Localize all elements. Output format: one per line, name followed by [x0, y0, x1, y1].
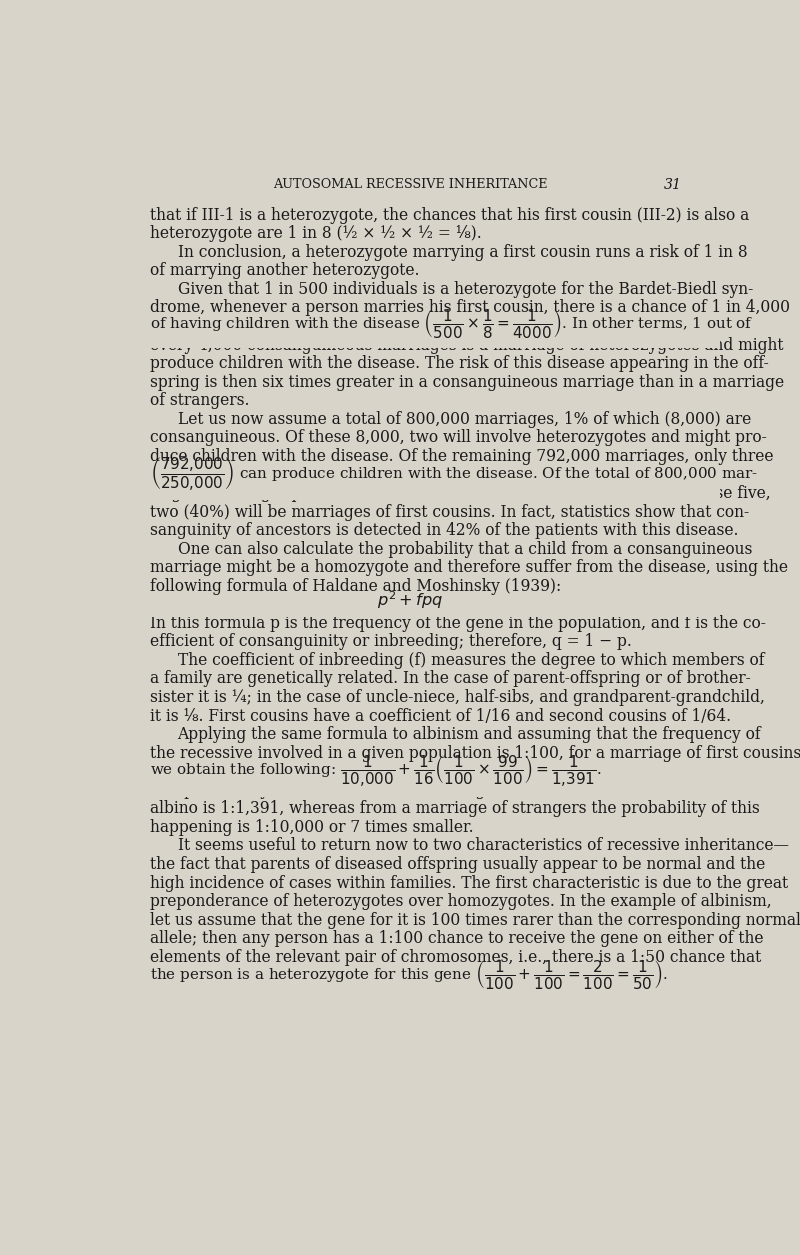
Text: The probability that a child from a marriage of first cousins will be an: The probability that a child from a marr… [150, 782, 694, 799]
Bar [100, 318, 720, 348]
Text: 31: 31 [664, 178, 682, 192]
Text: the recessive involved in a given population is 1:100, for a marriage of first c: the recessive involved in a given popula… [150, 744, 800, 762]
Text: $p^{2} + fpq$: $p^{2} + fpq$ [377, 589, 443, 611]
Text: following formula of Haldane and Moshinsky (1939):: following formula of Haldane and Moshins… [150, 577, 561, 595]
Text: the person is a heterozygote for this gene $\left(\dfrac{1}{100} + \dfrac{1}{100: the person is a heterozygote for this ge… [150, 959, 667, 991]
Text: elements of the relevant pair of chromosomes, i.e., there is a 1:50 chance that: elements of the relevant pair of chromos… [150, 949, 761, 966]
Text: drome, whenever a person marries his first cousin, there is a chance of 1 in 4,0: drome, whenever a person marries his fir… [150, 300, 790, 316]
Text: In this formula p is the frequency of the gene in the population, and f is the c: In this formula p is the frequency of th… [150, 615, 766, 631]
Text: heterozygote are 1 in 8 (½ × ½ × ½ = ⅛).: heterozygote are 1 in 8 (½ × ½ × ½ = ⅛). [150, 225, 482, 242]
Text: of marrying another heterozygote.: of marrying another heterozygote. [150, 262, 419, 280]
Text: riages, five might produce children with Bardet-Biedl disease, but of these five: riages, five might produce children with… [150, 484, 770, 502]
Text: let us assume that the gene for it is 100 times rarer than the corresponding nor: let us assume that the gene for it is 10… [150, 911, 800, 929]
Bar [100, 762, 720, 797]
Text: of having children with the disease $\left(\dfrac{1}{500} \times \dfrac{1}{8} = : of having children with the disease $\le… [150, 307, 753, 340]
Text: produce children with the disease. The risk of this disease appearing in the off: produce children with the disease. The r… [150, 355, 768, 371]
Text: that if III-1 is a heterozygote, the chances that his first cousin (III-2) is al: that if III-1 is a heterozygote, the cha… [150, 207, 749, 223]
Text: preponderance of heterozygotes over homozygotes. In the example of albinism,: preponderance of heterozygotes over homo… [150, 894, 771, 910]
Text: Applying the same formula to albinism and assuming that the frequency of: Applying the same formula to albinism an… [178, 727, 761, 743]
Bar [100, 966, 720, 1000]
Text: two (40%) will be marriages of first cousins. In fact, statistics show that con-: two (40%) will be marriages of first cou… [150, 503, 749, 521]
Text: allele; then any person has a 1:100 chance to receive the gene on either of the: allele; then any person has a 1:100 chan… [150, 930, 763, 948]
Text: spring is then six times greater in a consanguineous marriage than in a marriage: spring is then six times greater in a co… [150, 374, 784, 390]
Text: albino is 1:1,391, whereas from a marriage of strangers the probability of this: albino is 1:1,391, whereas from a marria… [150, 801, 759, 817]
Text: every 4,000 consanguineous marriages is a marriage of heterozygotes and might: every 4,000 consanguineous marriages is … [150, 336, 783, 354]
Text: it is ⅛. First cousins have a coefficient of 1/16 and second cousins of 1/64.: it is ⅛. First cousins have a coefficien… [150, 708, 730, 724]
Text: we obtain the following: $\dfrac{1}{10{,}000} + \dfrac{1}{16}\left(\dfrac{1}{100: we obtain the following: $\dfrac{1}{10{,… [150, 753, 602, 788]
Text: a family are genetically related. In the case of parent-offspring or of brother-: a family are genetically related. In the… [150, 670, 750, 688]
Text: high incidence of cases within families. The first characteristic is due to the : high incidence of cases within families.… [150, 875, 788, 891]
Text: efficient of consanguinity or inbreeding; therefore, q = 1 − p.: efficient of consanguinity or inbreeding… [150, 634, 631, 650]
Text: AUTOSOMAL RECESSIVE INHERITANCE: AUTOSOMAL RECESSIVE INHERITANCE [273, 178, 547, 191]
Text: the fact that parents of diseased offspring usually appear to be normal and the: the fact that parents of diseased offspr… [150, 856, 765, 873]
Text: happening is 1:10,000 or 7 times smaller.: happening is 1:10,000 or 7 times smaller… [150, 820, 474, 836]
Text: $\left(\dfrac{792{,}000}{250{,}000}\right)$ can produce children with the diseas: $\left(\dfrac{792{,}000}{250{,}000}\righ… [150, 456, 758, 492]
Bar [100, 595, 720, 616]
Text: of strangers.: of strangers. [150, 392, 249, 409]
Text: In conclusion, a heterozygote marrying a first cousin runs a risk of 1 in 8: In conclusion, a heterozygote marrying a… [178, 243, 747, 261]
Text: duce children with the disease. Of the remaining 792,000 marriages, only three: duce children with the disease. Of the r… [150, 448, 773, 464]
Text: sister it is ¼; in the case of uncle-niece, half-sibs, and grandparent-grandchil: sister it is ¼; in the case of uncle-nie… [150, 689, 765, 707]
Text: The coefficient of inbreeding (f) measures the degree to which members of: The coefficient of inbreeding (f) measur… [178, 651, 764, 669]
Text: sanguinity of ancestors is detected in 42% of the patients with this disease.: sanguinity of ancestors is detected in 4… [150, 522, 738, 540]
Text: marriage might be a homozygote and therefore suffer from the disease, using the: marriage might be a homozygote and there… [150, 560, 787, 576]
Text: Let us now assume a total of 800,000 marriages, 1% of which (8,000) are: Let us now assume a total of 800,000 mar… [178, 410, 750, 428]
Text: One can also calculate the probability that a child from a consanguineous: One can also calculate the probability t… [178, 541, 752, 557]
Text: It seems useful to return now to two characteristics of recessive inheritance—: It seems useful to return now to two cha… [178, 837, 788, 855]
Text: Given that 1 in 500 individuals is a heterozygote for the Bardet-Biedl syn-: Given that 1 in 500 individuals is a het… [178, 281, 753, 297]
Text: consanguineous. Of these 8,000, two will involve heterozygotes and might pro-: consanguineous. Of these 8,000, two will… [150, 429, 766, 447]
Bar [100, 466, 720, 499]
